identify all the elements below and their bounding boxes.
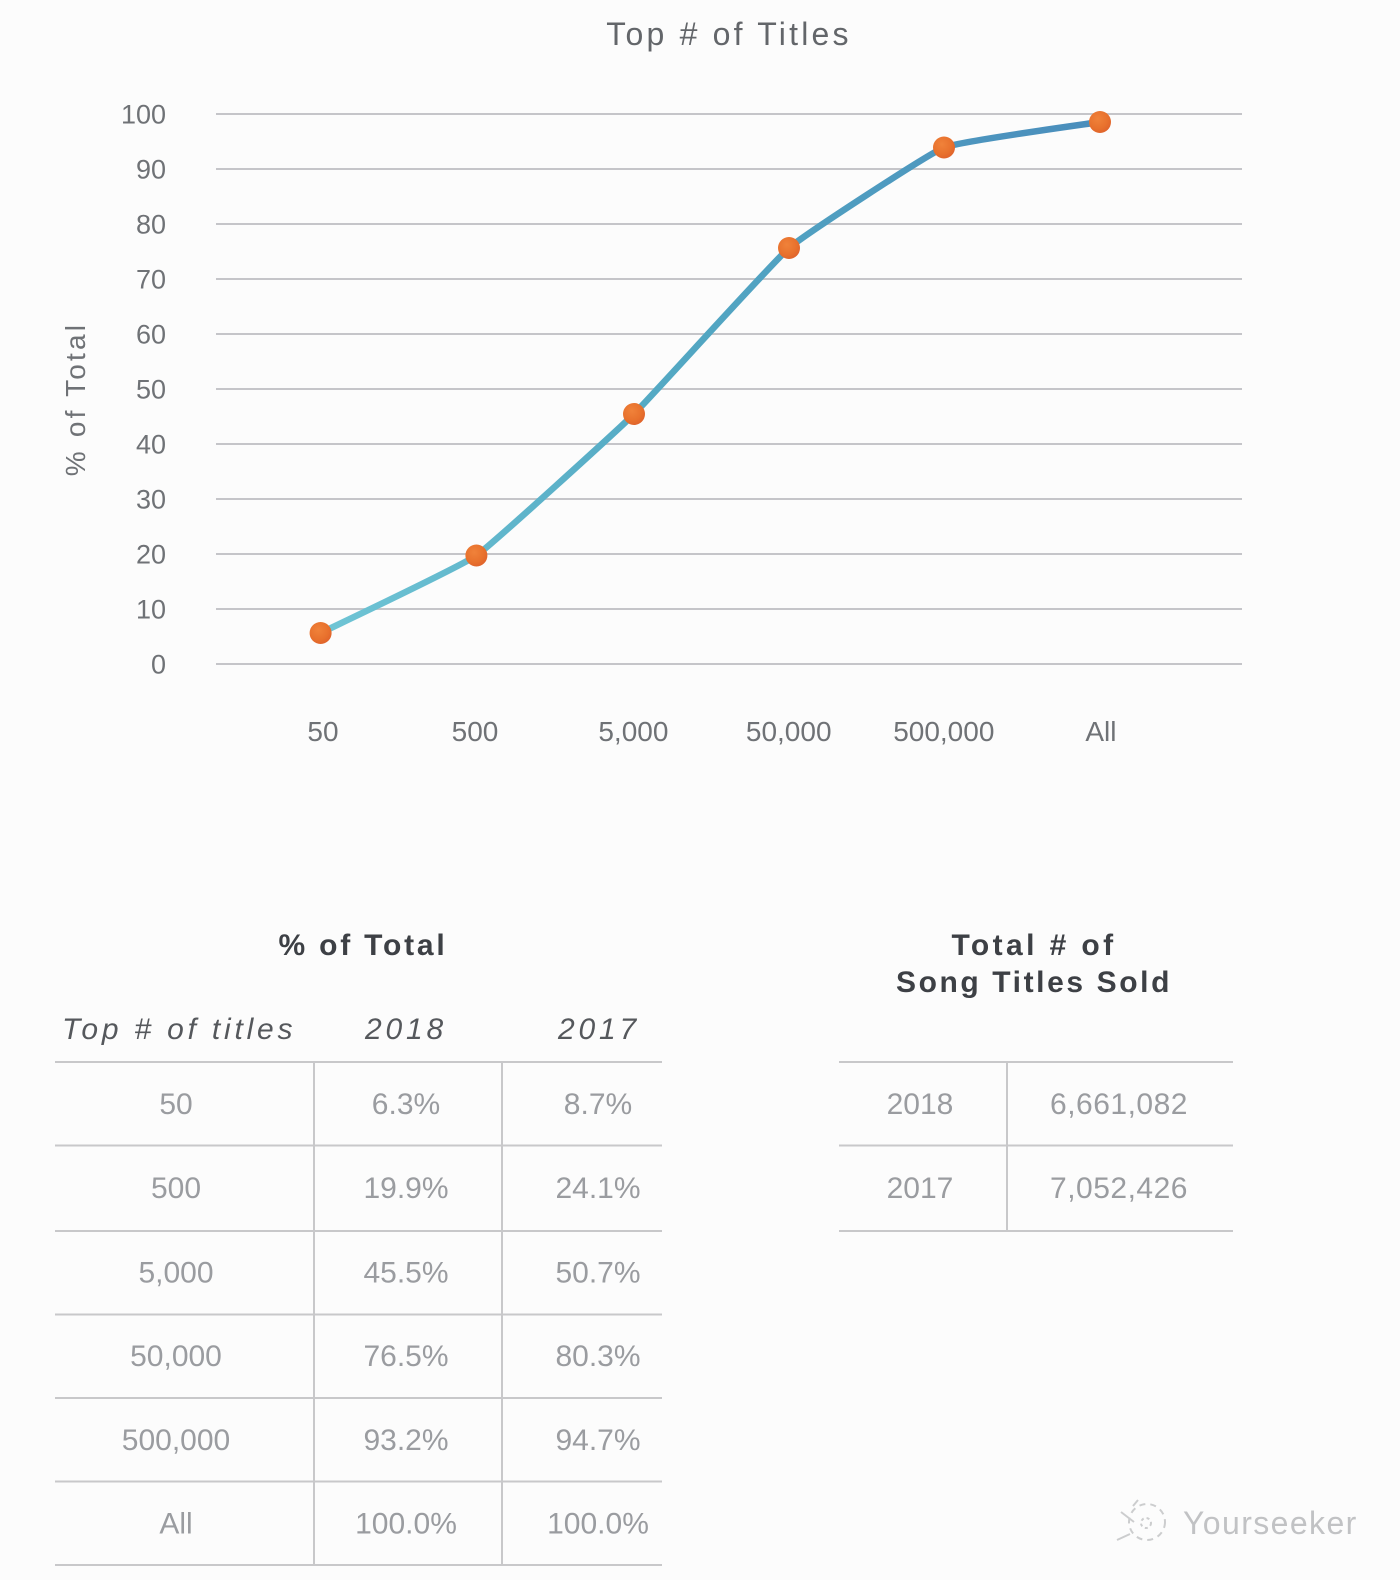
svg-text:Song Titles Sold: Song Titles Sold <box>896 966 1172 999</box>
svg-text:94.7%: 94.7% <box>555 1424 640 1457</box>
svg-text:5,000: 5,000 <box>138 1257 213 1290</box>
svg-text:Top # of Titles: Top # of Titles <box>606 16 851 52</box>
svg-text:40: 40 <box>136 430 166 460</box>
svg-text:All: All <box>1085 716 1116 747</box>
svg-text:80.3%: 80.3% <box>555 1340 640 1373</box>
svg-text:76.5%: 76.5% <box>363 1340 448 1373</box>
svg-text:7,052,426: 7,052,426 <box>1050 1172 1188 1205</box>
svg-text:2017: 2017 <box>557 1013 640 1046</box>
svg-text:10: 10 <box>136 595 166 625</box>
svg-text:6.3%: 6.3% <box>372 1088 440 1121</box>
svg-text:2018: 2018 <box>364 1013 447 1046</box>
svg-text:2017: 2017 <box>887 1172 954 1205</box>
svg-text:Total # of: Total # of <box>951 929 1116 962</box>
svg-text:500: 500 <box>452 716 499 747</box>
svg-text:500,000: 500,000 <box>122 1424 230 1457</box>
svg-text:30: 30 <box>136 485 166 515</box>
svg-text:50,000: 50,000 <box>746 716 832 747</box>
svg-text:19.9%: 19.9% <box>363 1172 448 1205</box>
svg-text:6,661,082: 6,661,082 <box>1050 1088 1188 1121</box>
svg-text:500: 500 <box>151 1172 201 1205</box>
svg-text:% of Total: % of Total <box>278 929 447 962</box>
svg-text:50: 50 <box>136 375 166 405</box>
svg-text:5,000: 5,000 <box>598 716 668 747</box>
svg-text:8.7%: 8.7% <box>564 1088 632 1121</box>
svg-text:Yourseeker: Yourseeker <box>1183 1505 1358 1541</box>
svg-text:500,000: 500,000 <box>893 716 994 747</box>
svg-text:93.2%: 93.2% <box>363 1424 448 1457</box>
svg-text:100.0%: 100.0% <box>547 1508 649 1541</box>
svg-text:24.1%: 24.1% <box>555 1172 640 1205</box>
svg-text:0: 0 <box>151 650 166 680</box>
svg-text:45.5%: 45.5% <box>363 1257 448 1290</box>
svg-text:90: 90 <box>136 155 166 185</box>
svg-text:50,000: 50,000 <box>130 1340 222 1373</box>
svg-text:50: 50 <box>307 716 338 747</box>
svg-text:% of Total: % of Total <box>60 322 91 476</box>
svg-text:Top # of titles: Top # of titles <box>62 1013 296 1046</box>
svg-text:100.0%: 100.0% <box>355 1508 457 1541</box>
svg-text:50.7%: 50.7% <box>555 1257 640 1290</box>
svg-text:80: 80 <box>136 210 166 240</box>
svg-text:20: 20 <box>136 540 166 570</box>
svg-text:100: 100 <box>121 100 166 130</box>
svg-text:All: All <box>159 1508 192 1541</box>
svg-text:2018: 2018 <box>887 1088 954 1121</box>
svg-text:60: 60 <box>136 320 166 350</box>
svg-text:70: 70 <box>136 265 166 295</box>
svg-text:50: 50 <box>159 1088 192 1121</box>
